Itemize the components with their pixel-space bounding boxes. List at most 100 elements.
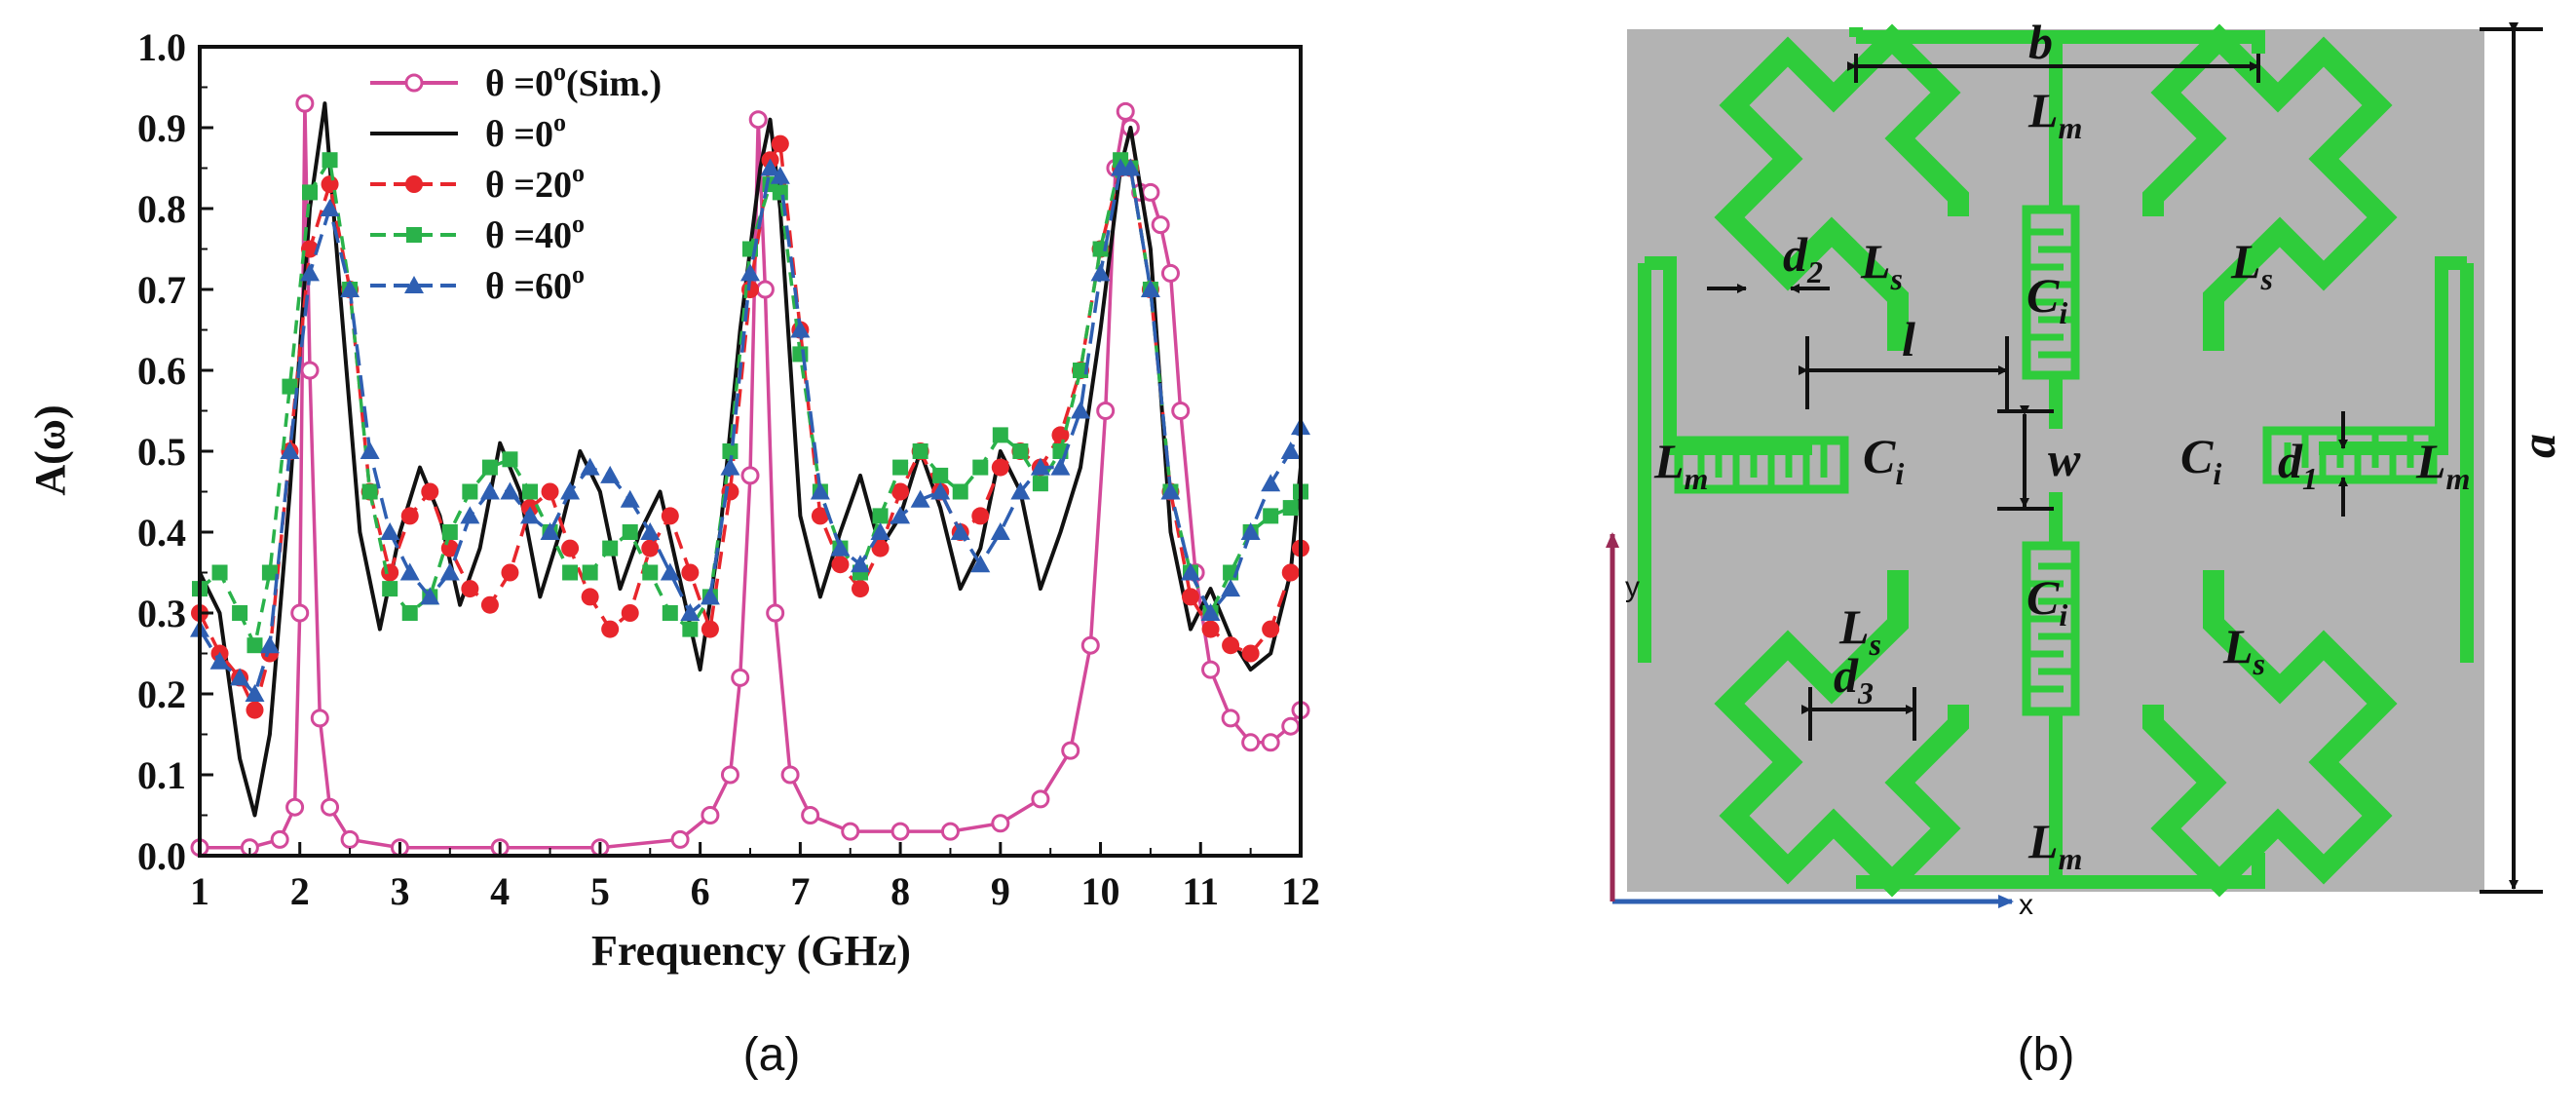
legend-label: θ =0o(Sim.) bbox=[485, 58, 662, 104]
y-tick-label: 0.7 bbox=[137, 268, 186, 312]
data-point bbox=[831, 556, 850, 574]
data-point bbox=[462, 483, 478, 500]
data-point bbox=[1061, 741, 1080, 760]
data-point bbox=[792, 346, 809, 363]
x-axis-label: x bbox=[2019, 889, 2033, 921]
data-point bbox=[520, 506, 540, 524]
data-point bbox=[280, 441, 300, 459]
data-point bbox=[232, 605, 248, 621]
data-point bbox=[682, 621, 699, 637]
data-point bbox=[890, 506, 911, 524]
data-point bbox=[1262, 620, 1280, 638]
data-point bbox=[1282, 500, 1299, 517]
data-point bbox=[300, 263, 320, 282]
data-point bbox=[295, 94, 315, 113]
y-tick-label: 0.8 bbox=[137, 187, 186, 231]
data-point bbox=[1201, 620, 1220, 638]
label-lm-bottom: Lm bbox=[2027, 814, 2082, 876]
data-point bbox=[1222, 636, 1240, 655]
absorption-chart: 1 2 3 4 5 6 7 8 9 10 11 120.00.10.20.30.40.50.60.70… bbox=[26, 25, 1320, 1081]
y-tick-label: 0.6 bbox=[137, 349, 186, 393]
data-point bbox=[1280, 441, 1301, 459]
panel-b-caption: (b) bbox=[2018, 1029, 2075, 1081]
data-point bbox=[1241, 644, 1260, 663]
legend-entry: θ =60o bbox=[370, 260, 585, 307]
data-point bbox=[622, 524, 638, 540]
data-point bbox=[211, 564, 228, 581]
data-point bbox=[360, 441, 380, 459]
series-line bbox=[198, 166, 1303, 696]
data-point bbox=[1221, 709, 1240, 728]
data-point bbox=[420, 587, 440, 605]
data-point bbox=[1281, 563, 1300, 582]
data-point bbox=[1261, 474, 1281, 492]
data-point bbox=[441, 524, 458, 540]
data-point bbox=[912, 443, 928, 459]
data-point bbox=[970, 555, 991, 573]
data-point bbox=[481, 459, 498, 476]
coordinate-axes: x y bbox=[1606, 532, 2033, 921]
label-ci-right: Ci bbox=[2180, 429, 2221, 491]
data-point bbox=[300, 361, 320, 380]
data-point bbox=[380, 522, 400, 540]
data-point bbox=[461, 580, 479, 598]
data-point bbox=[1241, 733, 1261, 752]
data-point bbox=[285, 797, 305, 817]
legend-entry: θ =40o bbox=[370, 210, 585, 256]
y-tick-label: 0.0 bbox=[137, 834, 186, 878]
data-point bbox=[501, 563, 519, 582]
data-point bbox=[1200, 603, 1221, 621]
data-point bbox=[1090, 263, 1111, 282]
data-point bbox=[811, 507, 829, 525]
label-l: l bbox=[1902, 312, 1915, 366]
y-tick-label: 0.5 bbox=[137, 430, 186, 474]
legend-marker bbox=[404, 73, 424, 93]
data-point bbox=[479, 481, 500, 500]
legend-label: θ =40o bbox=[485, 210, 585, 256]
data-point bbox=[1140, 280, 1160, 297]
data-point bbox=[480, 595, 499, 614]
data-point bbox=[1032, 476, 1048, 492]
data-point bbox=[930, 481, 951, 500]
series-4 bbox=[190, 158, 1310, 702]
y-tick-label: 0.9 bbox=[137, 106, 186, 150]
data-point bbox=[990, 522, 1010, 540]
data-point bbox=[780, 765, 800, 785]
data-point bbox=[600, 465, 621, 483]
data-point bbox=[801, 806, 820, 824]
data-point bbox=[722, 443, 739, 459]
label-lm-left: Lm bbox=[1653, 434, 1708, 496]
data-point bbox=[581, 588, 599, 606]
data-point bbox=[321, 797, 340, 817]
data-point bbox=[1263, 508, 1279, 524]
data-point bbox=[810, 481, 830, 500]
data-point bbox=[890, 822, 910, 841]
data-point bbox=[681, 563, 700, 582]
plot-area bbox=[190, 94, 1310, 858]
data-point bbox=[502, 451, 518, 468]
label-ls-bottom-right: Ls bbox=[2222, 619, 2265, 681]
data-point bbox=[1181, 562, 1200, 581]
data-point bbox=[246, 637, 263, 654]
y-tick-label: 0.3 bbox=[137, 592, 186, 635]
data-point bbox=[282, 378, 298, 395]
data-point bbox=[560, 481, 581, 500]
data-point bbox=[270, 829, 289, 849]
data-point bbox=[259, 635, 280, 654]
data-point bbox=[851, 555, 870, 573]
data-point bbox=[641, 539, 660, 557]
dimension-lines bbox=[1707, 22, 2543, 894]
unit-cell-structure-panel: x y b a l w Lm Lm Lm Lm Ls Ls Ls Ls Ci C… bbox=[1539, 0, 2576, 1107]
x-tick-label: 10 bbox=[1081, 869, 1120, 913]
data-point bbox=[421, 482, 439, 501]
data-point bbox=[772, 184, 788, 201]
label-a: a bbox=[2511, 434, 2565, 458]
data-point bbox=[770, 166, 790, 184]
data-point bbox=[790, 320, 811, 338]
data-point bbox=[1261, 733, 1280, 752]
data-point bbox=[760, 158, 780, 176]
data-point bbox=[680, 603, 701, 621]
data-point bbox=[1096, 402, 1116, 420]
legend-marker bbox=[405, 175, 423, 193]
data-point bbox=[991, 458, 1009, 477]
